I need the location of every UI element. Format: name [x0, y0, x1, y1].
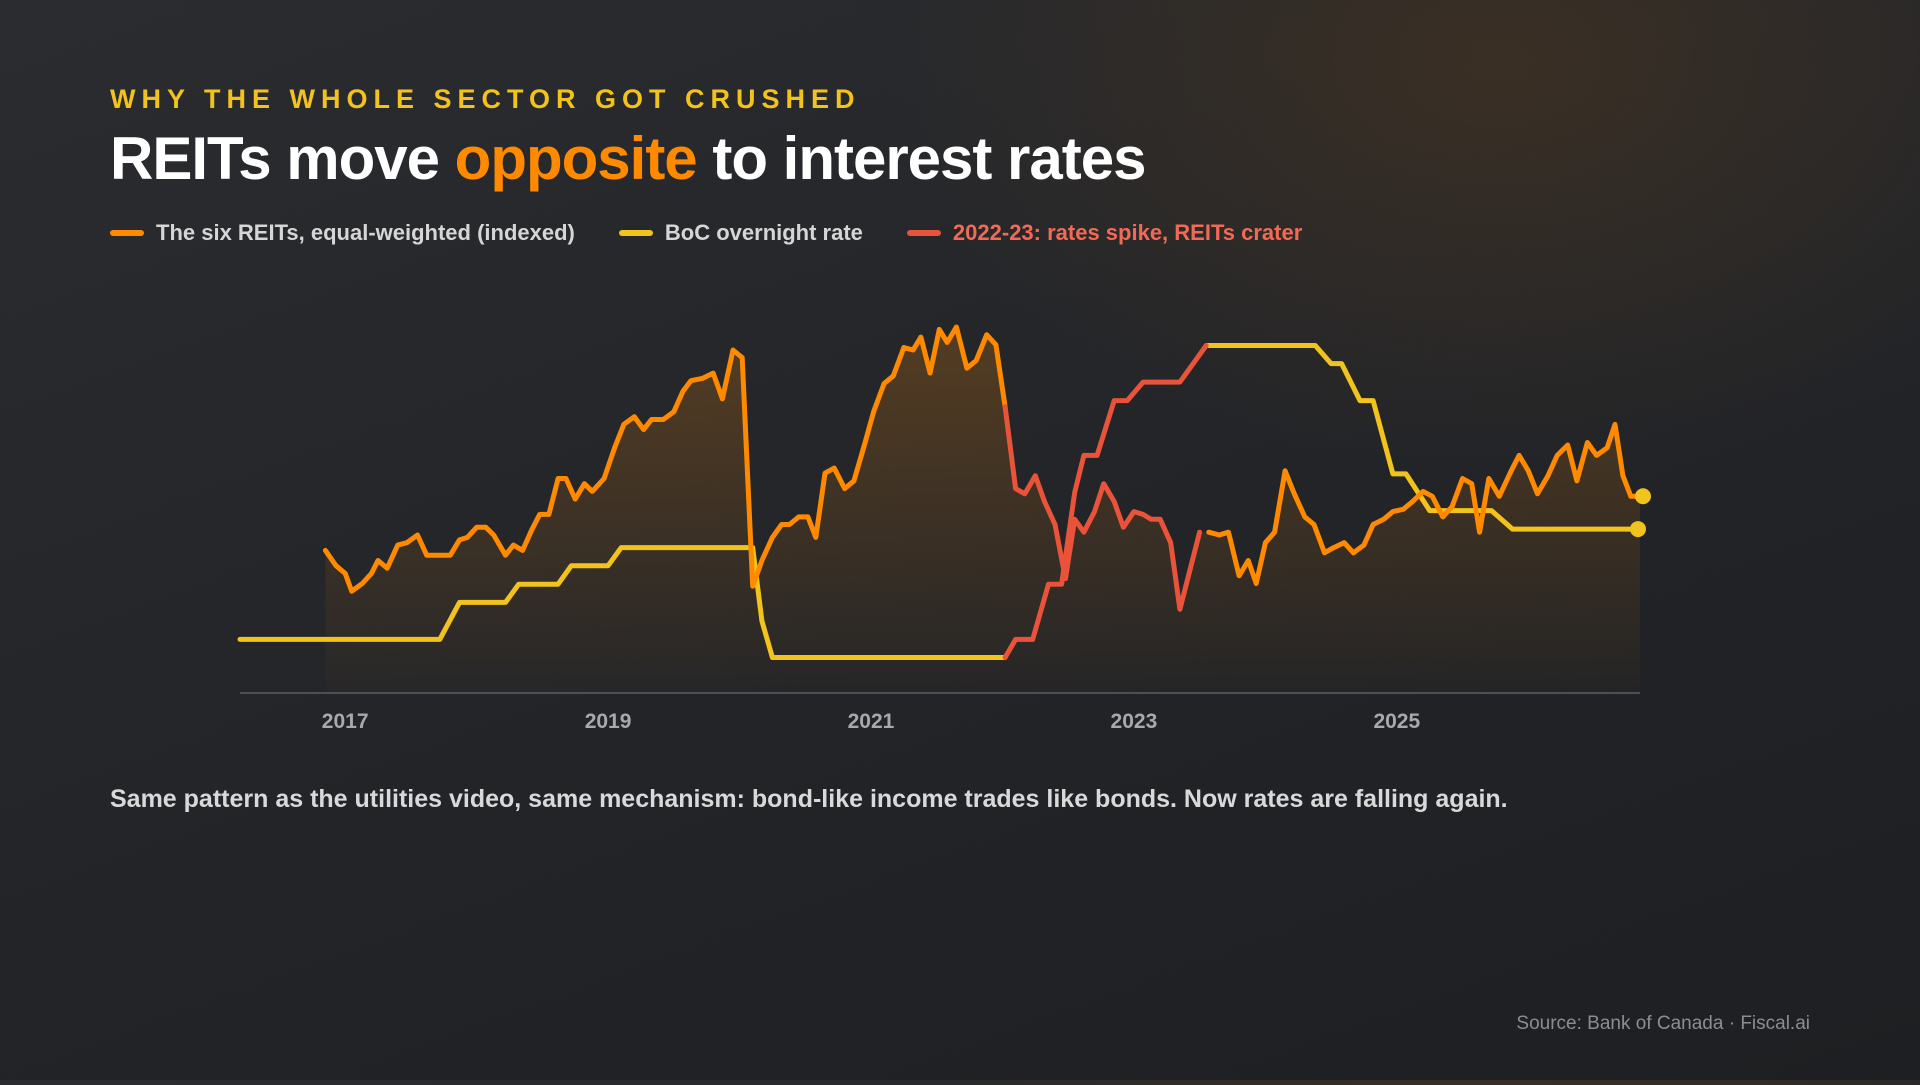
reits-end-marker [1635, 488, 1651, 505]
legend-item-spike: 2022-23: rates spike, REITs crater [906, 220, 1303, 246]
legend-item-reits: The six REITs, equal-weighted (indexed) [110, 220, 575, 246]
x-tick-label-2025: 2025 [1373, 710, 1420, 733]
chart-eyebrow: WHY THE WHOLE SECTOR GOT CRUSHED [110, 84, 861, 114]
x-tick-label-2021: 2021 [848, 710, 895, 733]
legend-label-spike: 2022-23: rates spike, REITs crater [952, 220, 1303, 245]
legend-item-rate: BoC overnight rate [618, 220, 863, 246]
chart-legend: The six REITs, equal-weighted (indexed) … [110, 220, 1302, 246]
rate-line-post [1203, 343, 1643, 532]
x-tick-label-2023: 2023 [1111, 710, 1158, 733]
legend-label-reits: The six REITs, equal-weighted (indexed) [156, 220, 575, 245]
source-note: Source: Bank of Canada · Fiscal.ai [1516, 1013, 1810, 1034]
title-highlight: opposite [454, 125, 698, 192]
legend-swatch-spike [906, 230, 941, 236]
title-part-2: to interest rates [696, 125, 1146, 192]
legend-label-rate: BoC overnight rate [664, 220, 863, 245]
reits-line-crater [1002, 404, 1203, 612]
reits-line-pre [322, 324, 1008, 594]
reits-area-fill [325, 327, 1640, 693]
x-tick-label-2019: 2019 [585, 710, 632, 733]
legend-swatch-reits [110, 230, 144, 236]
reits-line-post [1206, 421, 1643, 586]
rate-end-marker [1630, 521, 1646, 538]
rate-line-spike [1002, 343, 1209, 660]
x-tick-label-2017: 2017 [322, 710, 369, 733]
rate-line-pre [237, 545, 1008, 660]
legend-swatch-rate [618, 230, 653, 236]
chart-caption: Same pattern as the utilities video, sam… [110, 785, 1508, 813]
title-part-1: REITs move [110, 125, 455, 192]
chart-title: REITs move opposite to interest rates [110, 124, 1146, 193]
